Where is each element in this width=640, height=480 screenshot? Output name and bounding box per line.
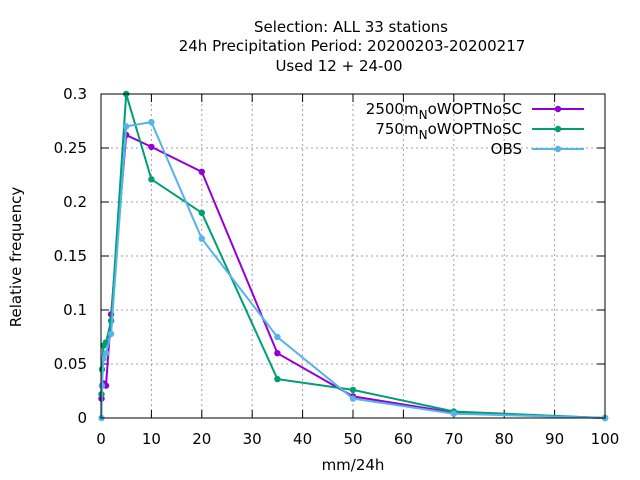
series-0-point <box>274 350 281 357</box>
series-2-point <box>450 410 457 417</box>
series-2-point <box>102 350 110 357</box>
y-tick-labels: 0 0.05 0.1 0.15 0.2 0.25 0.3 <box>54 85 87 427</box>
title-line-2: 24h Precipitation Period: 20200203-20200… <box>179 37 526 55</box>
legend-label-1: 750mNoWOPTNoSC <box>375 120 522 142</box>
title-line-3: Used 12 + 24-00 <box>275 57 402 75</box>
legend-marker-2 <box>554 145 562 153</box>
x-tick-label: 50 <box>343 430 362 448</box>
series-2-point <box>148 118 155 126</box>
series-lines <box>98 90 609 422</box>
y-axis-label: Relative frequency <box>7 187 25 328</box>
grid <box>100 93 606 419</box>
y-tick-label: 0.05 <box>54 355 87 373</box>
series-2-point <box>349 395 357 402</box>
x-tick-labels: 0 10 20 30 40 50 60 70 80 90 100 <box>96 430 619 448</box>
x-tick-label: 30 <box>243 430 262 448</box>
x-tick-label: 60 <box>394 430 413 448</box>
x-tick-label: 40 <box>293 430 312 448</box>
series-1-point <box>349 386 357 394</box>
y-tick-label: 0 <box>77 409 87 427</box>
series-1-point <box>198 209 205 216</box>
series-2-point <box>100 355 107 362</box>
legend-label-2: OBS <box>491 140 522 158</box>
legend-marker-1 <box>554 125 562 133</box>
x-tick-label: 70 <box>444 430 463 448</box>
x-tick-label: 100 <box>591 430 620 448</box>
series-2-point <box>198 235 205 242</box>
chart-title: Selection: ALL 33 stations 24h Precipita… <box>179 18 526 75</box>
series-line-2 <box>100 120 606 419</box>
legend-label-0: 2500mNoWOPTNoSC <box>366 100 522 122</box>
legend-marker-0 <box>554 105 562 113</box>
x-axis-label: mm/24h <box>322 456 385 474</box>
x-tick-label: 0 <box>96 430 106 448</box>
x-tick-label: 10 <box>142 430 161 448</box>
y-tick-label: 0.3 <box>63 85 87 103</box>
y-tick-label: 0.1 <box>63 301 87 319</box>
title-line-1: Selection: ALL 33 stations <box>254 18 448 36</box>
x-tick-label: 90 <box>545 430 564 448</box>
series-0-point <box>148 143 155 151</box>
series-1-point <box>148 176 155 183</box>
series-1-point <box>274 375 281 383</box>
y-tick-label: 0.2 <box>63 193 87 211</box>
plot-frame <box>100 93 606 419</box>
x-tick-label: 80 <box>495 430 514 448</box>
series-0-point <box>198 168 205 175</box>
x-tick-label: 20 <box>192 430 211 448</box>
y-tick-label: 0.25 <box>54 139 87 157</box>
series-2-point <box>107 330 115 337</box>
series-2-point <box>123 123 130 130</box>
series-2-point <box>274 333 281 341</box>
y-tick-label: 0.15 <box>54 247 87 265</box>
series-2-point <box>98 382 106 389</box>
series-line-1 <box>100 93 606 419</box>
